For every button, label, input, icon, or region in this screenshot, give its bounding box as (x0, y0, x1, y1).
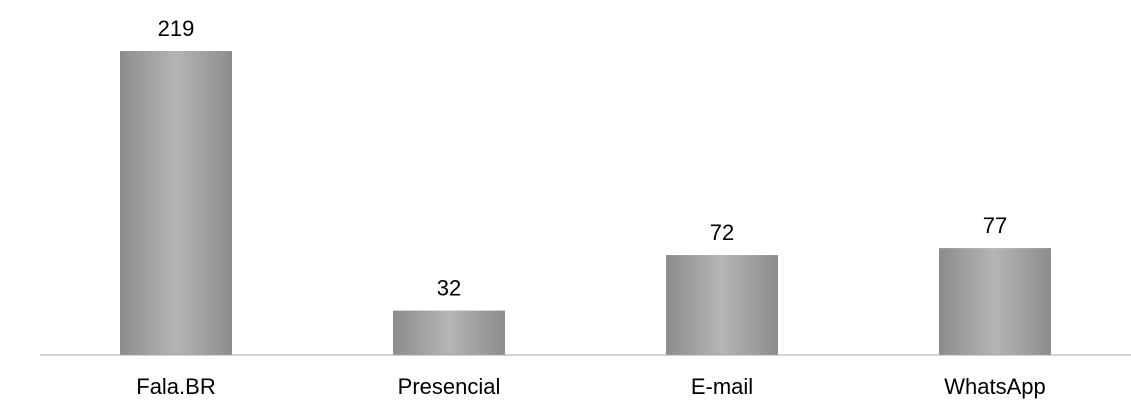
category-tick-label: E-mail (691, 374, 753, 399)
bar-e-mail (666, 255, 778, 355)
category-tick-label: WhatsApp (944, 374, 1046, 399)
bars-group (120, 51, 1051, 355)
data-label: 72 (710, 220, 734, 245)
labels-group: 219 Fala.BR 32 Presencial 72 E-mail 77 WhatsApp (136, 16, 1045, 399)
category-tick-label: Presencial (398, 374, 501, 399)
bar-whatsapp (939, 248, 1051, 355)
category-tick-label: Fala.BR (136, 374, 215, 399)
data-label: 77 (983, 213, 1007, 238)
data-label: 32 (437, 276, 461, 301)
bar-fala-br (120, 51, 232, 355)
bar-presencial (393, 310, 505, 355)
data-label: 219 (158, 16, 195, 41)
